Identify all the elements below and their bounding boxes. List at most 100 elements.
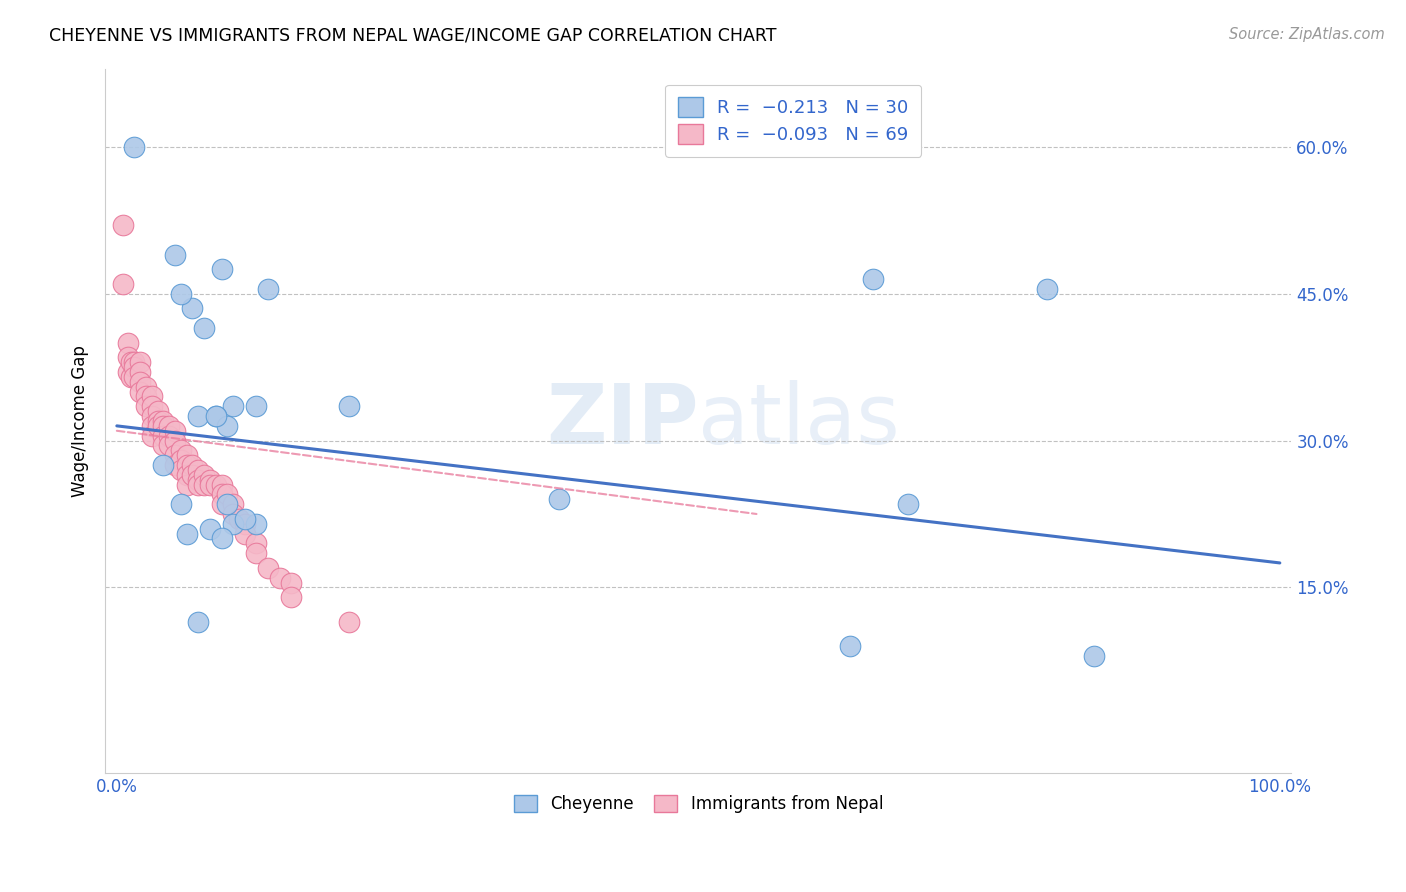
Point [245,516,267,531]
Point [339,399,361,413]
Legend: Cheyenne, Immigrants from Nepal: Cheyenne, Immigrants from Nepal [502,783,894,825]
Point [204,409,226,423]
Text: CHEYENNE VS IMMIGRANTS FROM NEPAL WAGE/INCOME GAP CORRELATION CHART: CHEYENNE VS IMMIGRANTS FROM NEPAL WAGE/I… [49,27,776,45]
Point [181,301,204,316]
Point [163,424,186,438]
Point [117,351,139,365]
Point [176,448,198,462]
Point [280,575,302,590]
Point [198,477,221,491]
Point [222,507,245,521]
Point [1083,648,1105,663]
Point [152,438,174,452]
Point [862,272,884,286]
Point [141,418,163,433]
Text: ZIP: ZIP [546,381,699,461]
Point [170,453,193,467]
Point [176,477,198,491]
Point [111,218,134,232]
Point [211,477,233,491]
Point [233,512,256,526]
Point [198,473,221,487]
Point [129,375,152,389]
Point [117,335,139,350]
Point [897,497,920,511]
Point [257,282,280,296]
Point [141,399,163,413]
Point [222,497,245,511]
Point [222,516,245,531]
Point [1036,282,1059,296]
Point [204,477,226,491]
Point [124,370,146,384]
Point [222,399,245,413]
Point [187,473,209,487]
Point [120,355,142,369]
Point [838,639,860,653]
Point [181,458,204,472]
Point [211,487,233,501]
Point [152,414,174,428]
Point [176,458,198,472]
Point [117,365,139,379]
Point [176,467,198,482]
Point [157,418,180,433]
Point [111,277,134,291]
Point [135,390,157,404]
Point [269,571,291,585]
Point [217,487,239,501]
Point [141,428,163,442]
Point [193,477,215,491]
Y-axis label: Wage/Income Gap: Wage/Income Gap [72,345,89,497]
Point [146,414,169,428]
Point [211,497,233,511]
Point [228,512,250,526]
Point [120,370,142,384]
Point [157,428,180,442]
Point [257,561,280,575]
Point [124,360,146,375]
Point [152,428,174,442]
Point [211,532,233,546]
Point [170,497,193,511]
Point [339,615,361,629]
Point [547,492,569,507]
Point [129,384,152,399]
Point [129,365,152,379]
Point [187,477,209,491]
Point [280,591,302,605]
Point [141,390,163,404]
Point [129,355,152,369]
Point [152,418,174,433]
Point [176,526,198,541]
Point [204,409,226,423]
Point [187,615,209,629]
Point [163,458,186,472]
Point [187,409,209,423]
Point [146,404,169,418]
Point [193,321,215,335]
Point [245,399,267,413]
Point [245,546,267,560]
Point [211,262,233,277]
Point [233,516,256,531]
Text: atlas: atlas [699,381,900,461]
Point [170,286,193,301]
Point [245,536,267,550]
Point [193,467,215,482]
Point [233,526,256,541]
Point [170,443,193,458]
Point [170,463,193,477]
Point [135,380,157,394]
Point [217,497,239,511]
Point [124,355,146,369]
Point [217,418,239,433]
Point [152,458,174,472]
Point [163,247,186,261]
Point [163,434,186,448]
Point [135,399,157,413]
Point [181,467,204,482]
Point [198,522,221,536]
Point [157,438,180,452]
Point [163,448,186,462]
